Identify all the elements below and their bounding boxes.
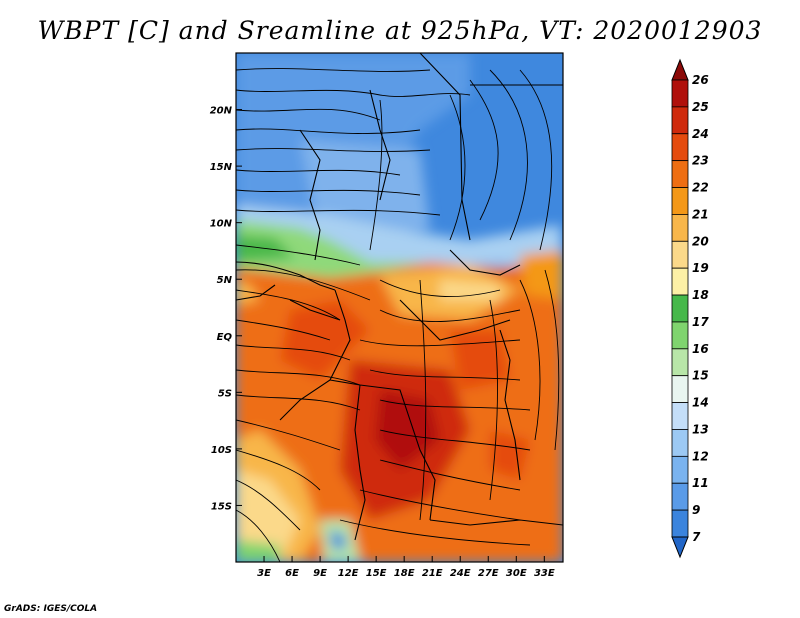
x-tick-label: 6E — [285, 568, 299, 579]
colorbar-segment — [671, 348, 689, 377]
colorbar-label: 22 — [692, 181, 709, 195]
colorbar-label: 12 — [692, 449, 709, 463]
y-tick-label: 10N — [210, 219, 233, 230]
y-tick-label: EQ — [217, 332, 233, 343]
chart-title: WBPT [C] and Sreamline at 925hPa, VT: 20… — [37, 16, 763, 45]
x-tick-label: 12E — [338, 568, 359, 579]
streamlines — [236, 68, 560, 562]
x-tick-label: 9E — [313, 568, 327, 579]
colorbar-label: 24 — [692, 127, 709, 141]
colorbar-bottom-arrow — [671, 536, 689, 559]
colorbar-label: 13 — [692, 422, 709, 436]
y-axis: 20N 15N 10N 5N EQ 5S 10S 15S — [210, 106, 242, 512]
colorbar: 26 25 24 23 22 21 20 19 18 17 16 15 14 13 12 11 9 7 — [671, 58, 709, 559]
colorbar-segment — [671, 321, 689, 350]
y-tick-label: 15S — [211, 501, 232, 512]
colorbar-label: 26 — [692, 73, 709, 87]
colorbar-label: 17 — [692, 315, 709, 329]
colorbar-label: 23 — [692, 154, 709, 168]
x-tick-label: 33E — [534, 568, 555, 579]
colorbar-segment — [671, 160, 689, 188]
y-tick-label: 15N — [210, 162, 233, 173]
x-axis: 3E 6E 9E 12E 15E 18E 21E 24E 27E 30E 33E — [257, 556, 555, 579]
map-frame — [235, 52, 564, 563]
colorbar-segment — [671, 482, 689, 511]
colorbar-segment — [671, 187, 689, 215]
x-tick-label: 21E — [422, 568, 443, 579]
colorbar-label: 11 — [692, 476, 709, 490]
colorbar-segment — [671, 402, 689, 430]
colorbar-label: 21 — [692, 207, 709, 221]
x-tick-label: 3E — [257, 568, 271, 579]
x-tick-label: 18E — [394, 568, 415, 579]
y-tick-label: 5N — [217, 275, 233, 286]
y-tick-label: 5S — [218, 388, 232, 399]
x-tick-label: 30E — [506, 568, 527, 579]
shaded-field — [236, 53, 563, 562]
y-tick-label: 20N — [210, 106, 233, 117]
colorbar-label: 14 — [692, 396, 709, 410]
colorbar-segment — [671, 429, 689, 457]
colorbar-label: 25 — [692, 100, 709, 114]
colorbar-segment — [671, 106, 689, 135]
colorbar-segment — [671, 240, 689, 269]
colorbar-segment — [671, 267, 689, 296]
colorbar-segment — [671, 509, 689, 538]
colorbar-segment — [671, 133, 689, 162]
y-tick-label: 10S — [211, 445, 232, 456]
colorbar-label: 15 — [692, 369, 709, 383]
colorbar-label: 9 — [692, 503, 700, 517]
colorbar-segment — [671, 455, 689, 484]
colorbar-top-arrow — [671, 58, 689, 81]
country-boundaries — [236, 53, 563, 541]
colorbar-segment — [671, 214, 689, 242]
x-tick-label: 27E — [478, 568, 499, 579]
x-tick-label: 15E — [366, 568, 387, 579]
footer-credit: GrADS: IGES/COLA — [4, 604, 98, 614]
colorbar-label: 19 — [692, 261, 709, 275]
colorbar-segment — [671, 375, 689, 403]
colorbar-label: 18 — [692, 288, 709, 302]
colorbar-label: 16 — [692, 342, 709, 356]
colorbar-segment — [671, 294, 689, 323]
x-tick-label: 24E — [450, 568, 471, 579]
colorbar-segment — [671, 79, 689, 108]
colorbar-label: 20 — [692, 234, 709, 248]
colorbar-label: 7 — [692, 530, 701, 544]
